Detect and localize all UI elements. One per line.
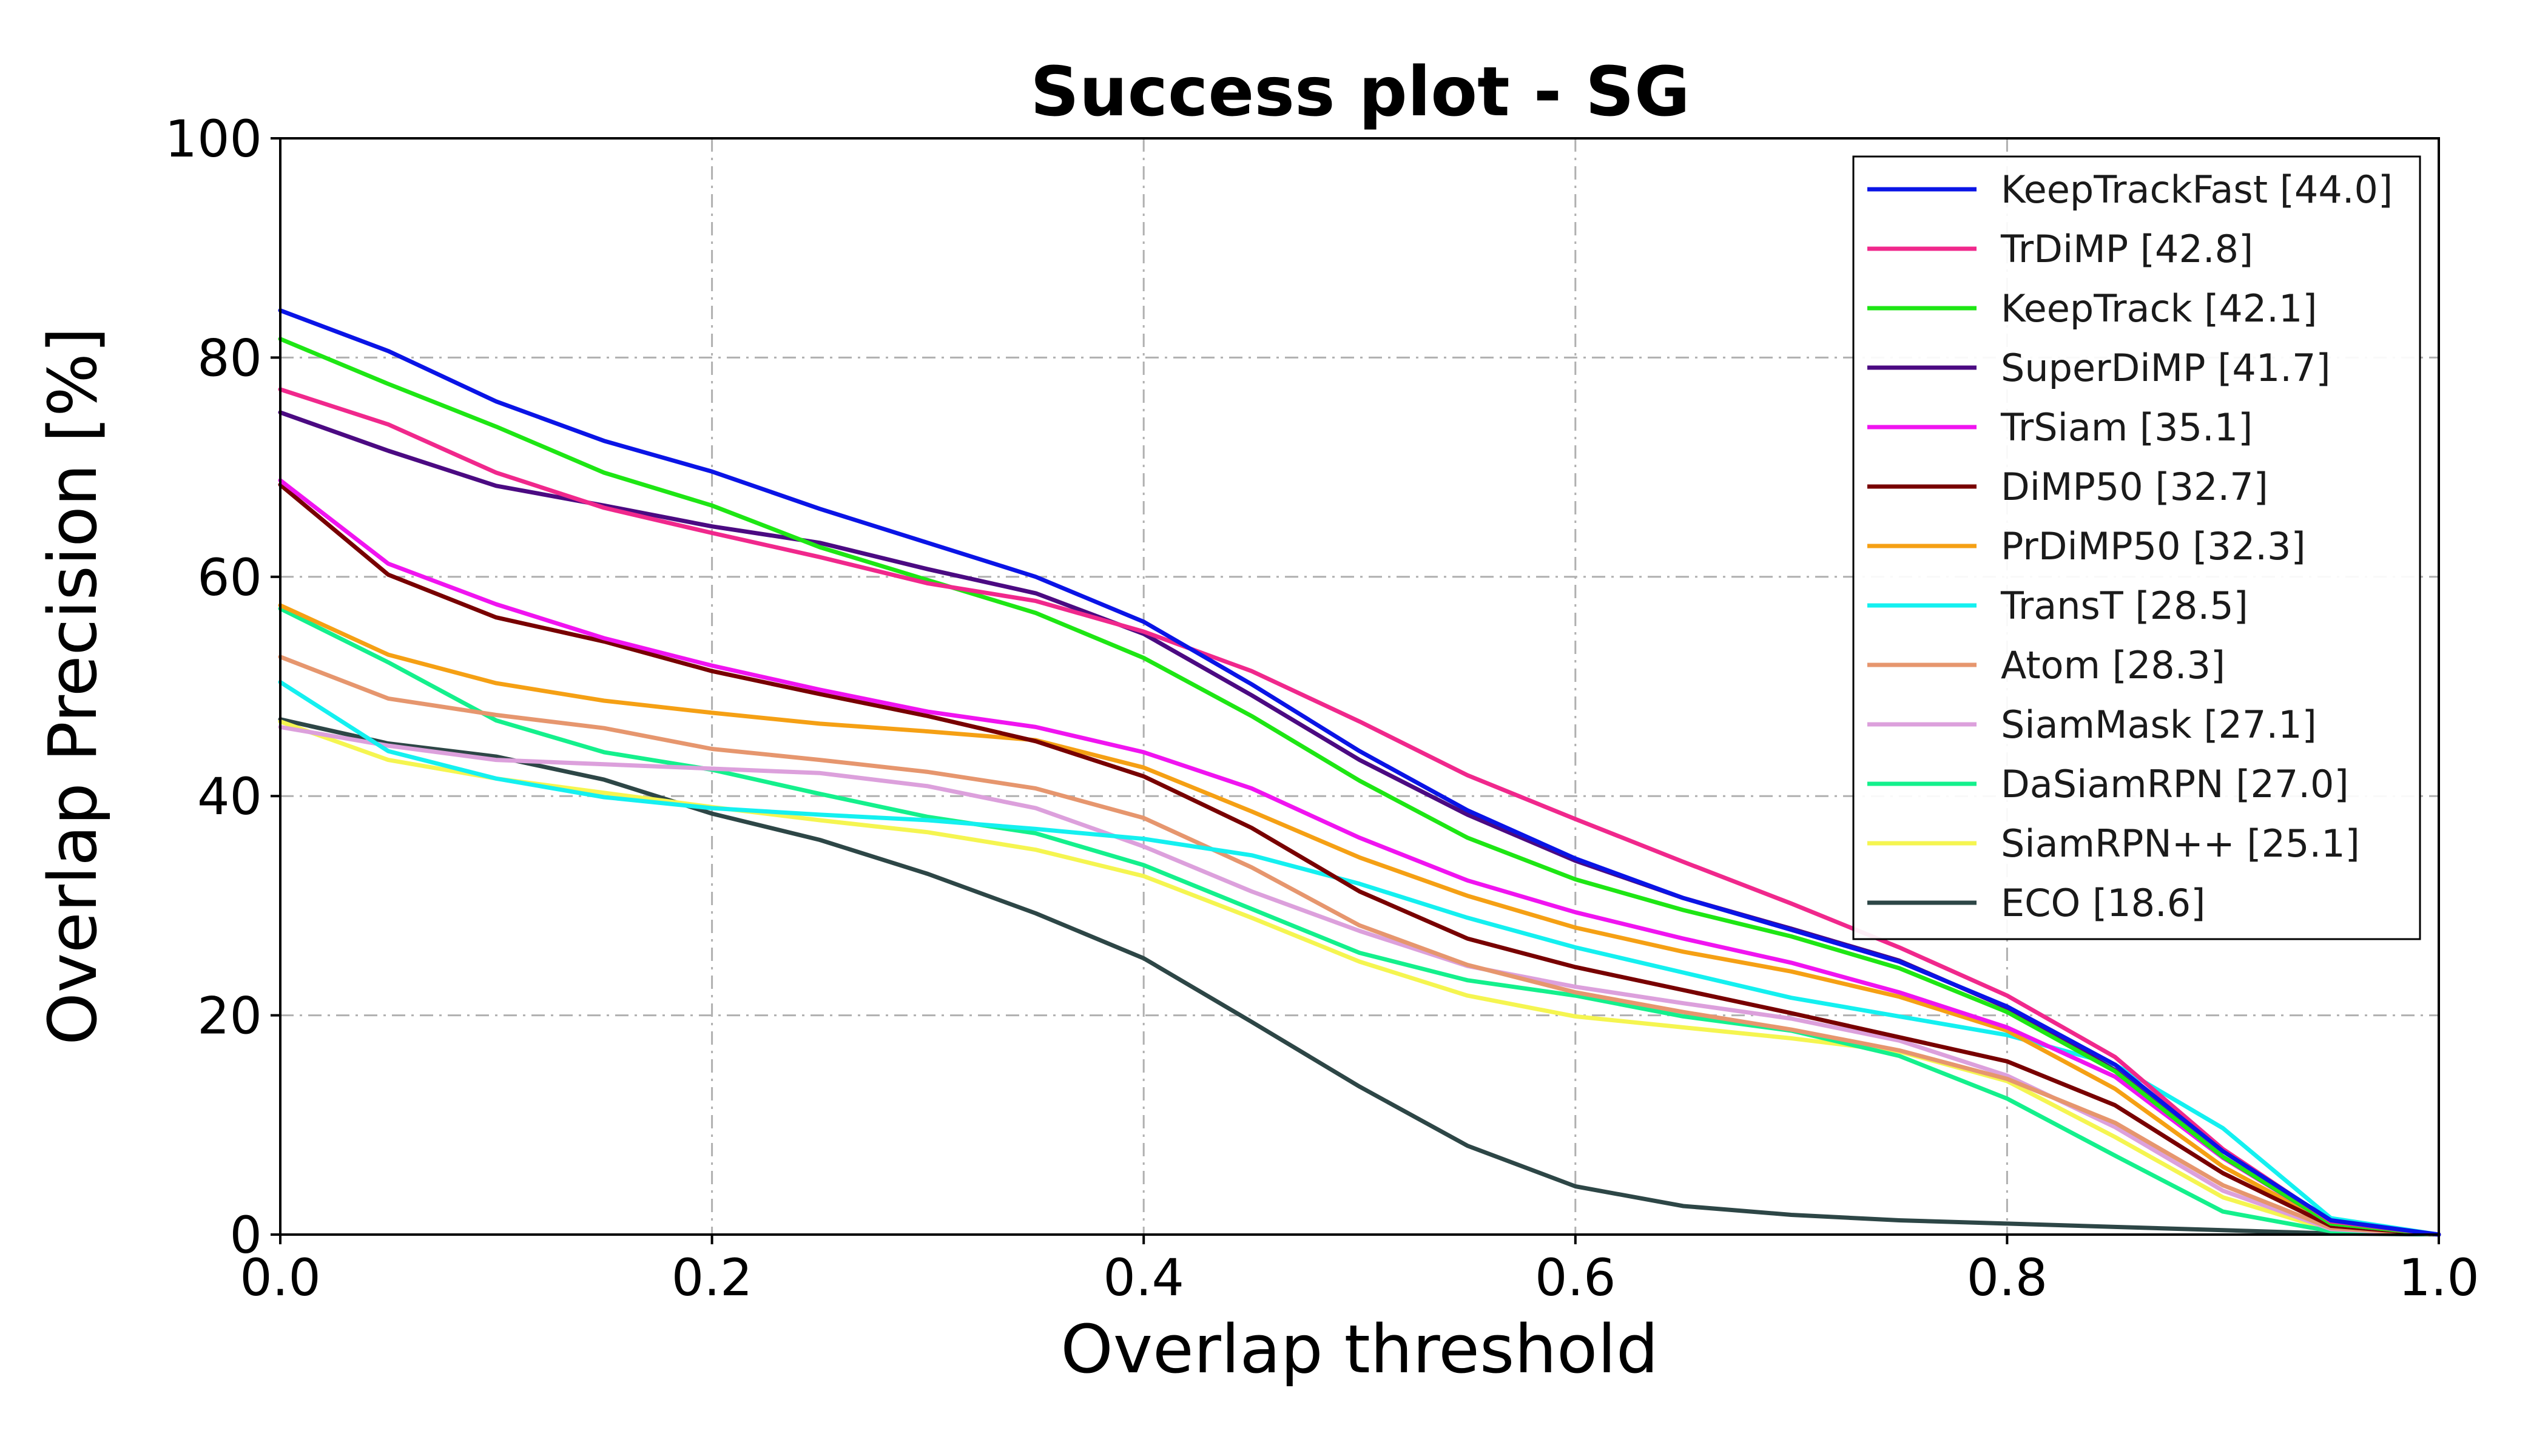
x-axis-ticks: 0.0 0.2 0.4 0.6 0.8 1.0 [240, 1235, 2479, 1307]
y-tick-label: 40 [197, 767, 262, 826]
series-line-trsiam [278, 478, 2441, 1237]
y-axis-ticks: 0 20 40 60 80 100 [165, 109, 280, 1265]
legend-label: DaSiamRPN [27.0] [2001, 762, 2349, 806]
legend-label: KeepTrack [42.1] [2001, 286, 2317, 331]
series-line-prdimp50 [278, 603, 2441, 1237]
legend-label: SuperDiMP [41.7] [2001, 346, 2331, 390]
y-tick-label: 80 [197, 328, 262, 388]
series-line-siamrpn- [278, 719, 2441, 1237]
legend: KeepTrackFast [44.0] TrDiMP [42.8] KeepTra… [1852, 155, 2421, 940]
x-tick-label: 0.0 [240, 1248, 321, 1307]
legend-label: SiamRPN++ [25.1] [2001, 821, 2360, 866]
series-line-atom [278, 655, 2441, 1237]
legend-label: TrSiam [35.1] [2000, 405, 2253, 450]
y-tick-label: 20 [197, 986, 262, 1046]
x-tick-label: 1.0 [2398, 1248, 2479, 1307]
series-line-dimp50 [278, 482, 2441, 1237]
x-tick-label: 0.6 [1535, 1248, 1616, 1307]
y-axis-label: Overlap Precision [%] [34, 327, 112, 1045]
series-line-trdimp [278, 387, 2441, 1237]
x-axis-label: Overlap threshold [1060, 1310, 1658, 1388]
x-tick-label: 0.4 [1103, 1248, 1184, 1307]
legend-label: PrDiMP50 [32.3] [2001, 524, 2306, 568]
y-tick-label: 60 [197, 548, 262, 607]
series-line-transt [278, 679, 2441, 1237]
y-tick-label: 0 [230, 1205, 262, 1265]
series-lines [278, 308, 2441, 1237]
legend-label: ECO [18.6] [2001, 881, 2205, 925]
x-tick-label: 0.2 [672, 1248, 753, 1307]
series-line-keeptrack [278, 337, 2441, 1237]
legend-label: TrDiMP [42.8] [2000, 227, 2253, 271]
series-line-keeptrackfast [278, 308, 2441, 1237]
legend-label: Atom [28.3] [2001, 643, 2225, 687]
series-line-eco [278, 717, 2441, 1237]
legend-label: KeepTrackFast [44.0] [2001, 167, 2393, 212]
chart-title: Success plot - SG [1030, 53, 1690, 132]
legend-label: SiamMask [27.1] [2001, 703, 2317, 747]
x-tick-label: 0.8 [1967, 1248, 2048, 1307]
y-tick-label: 100 [165, 109, 262, 169]
legend-label: DiMP50 [32.7] [2001, 465, 2268, 509]
legend-label: TransT [28.5] [2000, 584, 2248, 628]
series-line-dasiamrpn [278, 606, 2441, 1237]
plot-frame [279, 137, 2440, 1236]
